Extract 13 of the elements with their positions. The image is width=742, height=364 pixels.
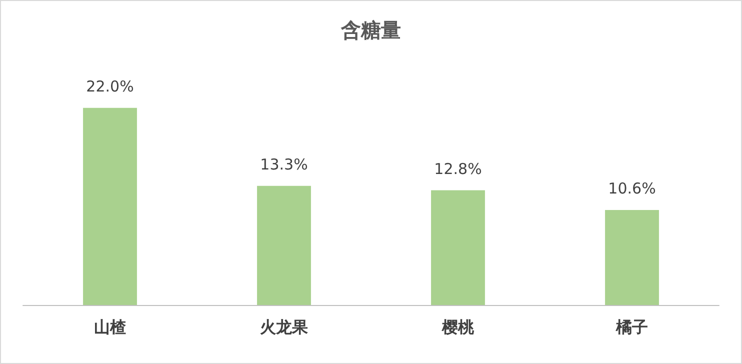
x-tick-label: 樱桃 <box>441 318 475 336</box>
x-tick-label: 山楂 <box>94 318 126 336</box>
chart-title: 含糖量 <box>340 18 401 42</box>
x-tick-label: 火龙果 <box>260 318 309 336</box>
bar <box>83 108 137 305</box>
data-label: 12.8% <box>434 160 482 178</box>
bar <box>605 210 659 305</box>
bar <box>257 186 311 305</box>
data-label: 13.3% <box>260 155 308 174</box>
x-tick-label: 橘子 <box>615 318 648 336</box>
data-label: 10.6% <box>608 180 656 198</box>
data-label: 22.0% <box>86 77 134 96</box>
bar <box>431 190 485 305</box>
